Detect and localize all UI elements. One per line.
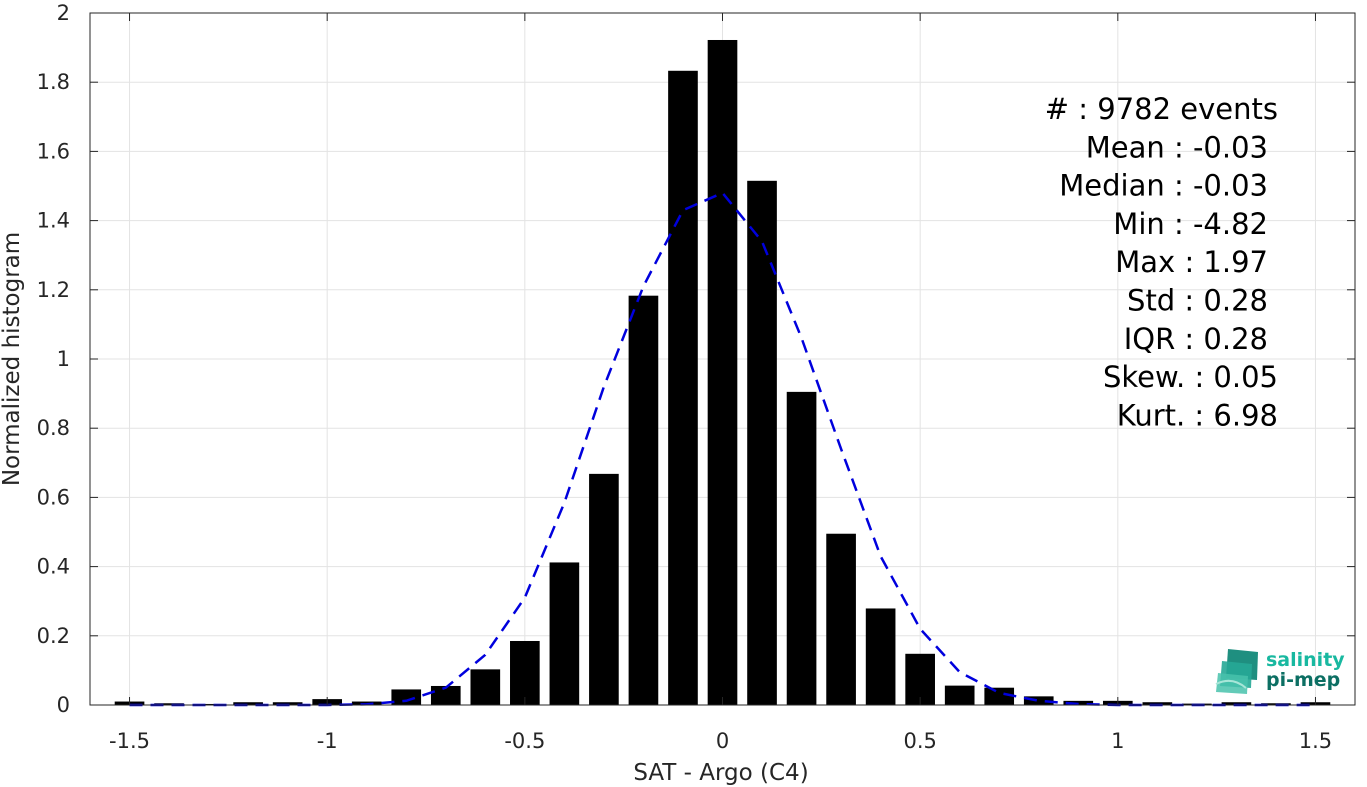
stats-line: IQR : 0.28 xyxy=(1124,322,1268,356)
histogram-bar xyxy=(154,703,184,705)
stats-line: Skew. : 0.05 xyxy=(1103,360,1278,394)
x-tick-label: 1 xyxy=(1111,729,1124,753)
histogram-bar xyxy=(430,685,461,705)
histogram-bar xyxy=(1221,702,1252,705)
x-tick-label: 0.5 xyxy=(903,729,936,753)
histogram-bar xyxy=(193,703,224,705)
y-tick-label: 0.8 xyxy=(37,416,70,440)
y-tick-label: 0.2 xyxy=(37,624,70,648)
logo-line2: pi-mep xyxy=(1266,669,1340,691)
x-tick-label: 1.5 xyxy=(1299,729,1332,753)
stats-line: Median : -0.03 xyxy=(1059,169,1268,203)
histogram-bar xyxy=(747,180,777,705)
x-axis-label: SAT - Argo (C4) xyxy=(633,760,808,786)
salinity-pi-mep-logo: salinity pi-mep xyxy=(1215,649,1345,694)
y-tick-label: 1 xyxy=(57,347,70,371)
y-tick-label: 0.6 xyxy=(37,485,70,509)
wave-logo-icon xyxy=(1215,649,1258,694)
y-tick-label: 1.6 xyxy=(37,139,70,163)
x-tick-label: -1.5 xyxy=(109,729,150,753)
stats-line: Mean : -0.03 xyxy=(1086,130,1268,164)
y-tick-label: 0.4 xyxy=(37,555,70,579)
histogram-bar xyxy=(668,70,698,706)
histogram-bar xyxy=(391,689,422,705)
histogram-bar xyxy=(865,608,896,705)
y-tick-label: 2 xyxy=(57,1,70,25)
histogram-bar xyxy=(944,685,975,705)
histogram-bar xyxy=(233,702,263,705)
y-tick-labels: 0 0.2 0.4 0.6 0.8 1 1.2 1.4 1.6 1.8 2 xyxy=(37,1,70,717)
histogram-bar xyxy=(589,473,619,705)
histogram-bar xyxy=(707,39,738,706)
y-axis-label: Normalized histogram xyxy=(0,232,25,486)
axes xyxy=(89,12,1356,706)
stats-line: Kurt. : 6.98 xyxy=(1117,398,1278,432)
histogram-bar xyxy=(549,562,580,705)
logo-line1: salinity xyxy=(1266,649,1345,671)
histogram-bar xyxy=(470,669,501,705)
stats-box: # : 9782 events Mean : -0.03 Median : -0.0… xyxy=(1045,92,1278,432)
y-tick-label: 0 xyxy=(57,693,70,717)
histogram-bar xyxy=(905,653,935,705)
y-tick-label: 1.4 xyxy=(37,209,70,233)
histogram-bar xyxy=(1023,696,1054,705)
histogram-bar xyxy=(628,295,659,705)
x-tick-label: -0.5 xyxy=(504,729,545,753)
x-tick-labels: -1.5 -1 -0.5 0 0.5 1 1.5 xyxy=(109,729,1332,753)
histogram-bar xyxy=(984,687,1015,705)
histogram-bar xyxy=(510,640,540,705)
y-tick-label: 1.8 xyxy=(37,70,70,94)
stats-line: Max : 1.97 xyxy=(1115,245,1268,279)
y-tick-label: 1.2 xyxy=(37,278,70,302)
stats-line: Std : 0.28 xyxy=(1127,284,1268,318)
histogram-bar xyxy=(786,391,817,705)
stats-line: # : 9782 events xyxy=(1045,92,1278,126)
histogram-bar xyxy=(826,533,856,705)
x-tick-label: 0 xyxy=(716,729,729,753)
histogram-bar xyxy=(272,702,303,705)
x-tick-label: -1 xyxy=(317,729,338,753)
stats-line: Min : -4.82 xyxy=(1113,207,1268,241)
histogram-bar xyxy=(1142,702,1173,705)
